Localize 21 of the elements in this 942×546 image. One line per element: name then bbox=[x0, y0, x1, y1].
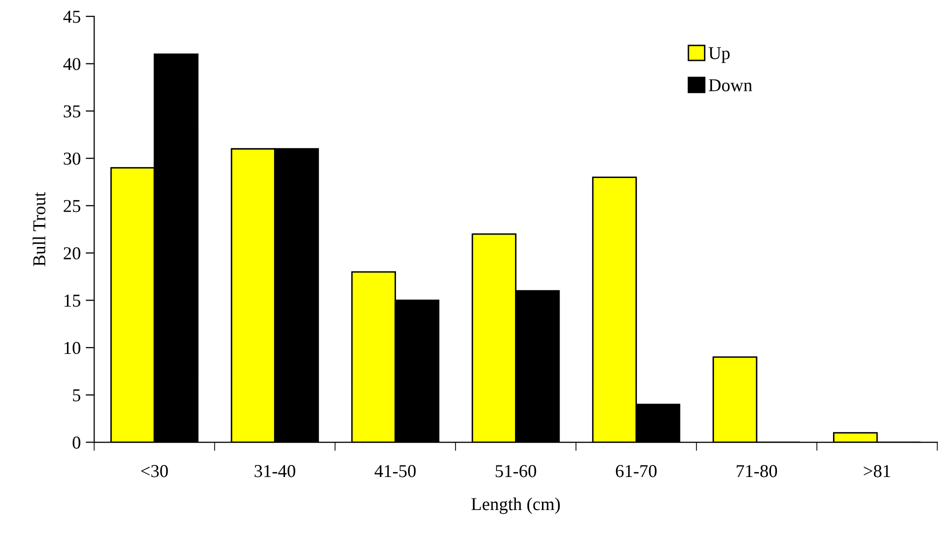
x-axis-title: Length (cm) bbox=[471, 498, 560, 514]
x-tick-label: >81 bbox=[864, 465, 890, 478]
y-tick-label: 40 bbox=[63, 58, 80, 70]
y-tick-label: 15 bbox=[64, 294, 80, 307]
x-tick-label: <30 bbox=[141, 465, 168, 478]
y-tick-label: 35 bbox=[64, 105, 80, 118]
y-tick-label: 45 bbox=[63, 10, 80, 23]
x-tick-label: 61-70 bbox=[616, 465, 657, 478]
x-tick-label: 31-40 bbox=[254, 465, 296, 478]
y-tick-label: 5 bbox=[73, 389, 80, 402]
y-tick-label: 20 bbox=[64, 247, 80, 260]
y-tick-label: 30 bbox=[64, 152, 80, 165]
y-tick-label: 25 bbox=[64, 200, 80, 212]
x-tick-label: 71-80 bbox=[736, 465, 777, 478]
x-tick-label: 51-60 bbox=[496, 465, 536, 478]
legend-label: Up bbox=[708, 47, 730, 63]
legend-label: Down bbox=[708, 79, 752, 92]
y-axis-title: Bull Trout bbox=[32, 192, 46, 266]
y-tick-label: 10 bbox=[64, 342, 80, 354]
y-tick-label: 0 bbox=[72, 436, 80, 449]
x-tick-label: 41-50 bbox=[374, 465, 416, 478]
